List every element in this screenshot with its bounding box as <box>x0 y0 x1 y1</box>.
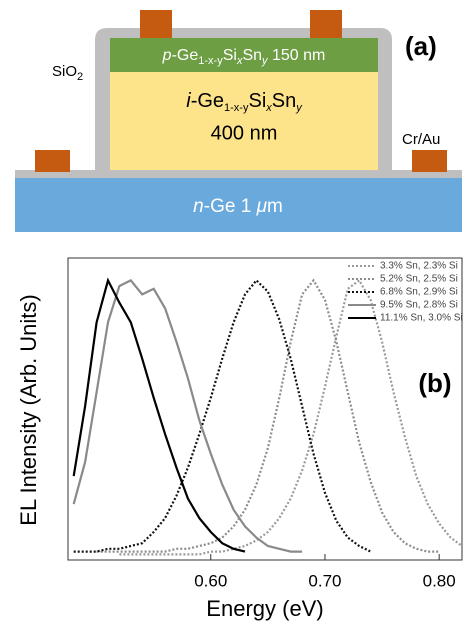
legend-label: 5.2% Sn, 2.5% Si <box>380 274 458 285</box>
series-line <box>72 277 246 553</box>
series-line <box>73 278 372 553</box>
el-chart: (b) Energy (eV) EL Intensity (Arb. Units… <box>16 257 463 621</box>
substrate-label: n-Ge 1 μm <box>193 196 283 217</box>
series-line <box>119 278 463 556</box>
series-line <box>96 278 440 553</box>
text: 150 nm <box>268 47 326 64</box>
i-layer <box>110 72 378 170</box>
text: Si <box>248 90 266 112</box>
legend-label: 9.5% Sn, 2.8% Si <box>380 300 458 311</box>
legend-label: 6.8% Sn, 2.9% Si <box>380 287 458 298</box>
panel-label: (a) <box>405 31 437 61</box>
text: μ <box>256 196 268 217</box>
text: m <box>267 196 283 217</box>
i-layer-label: i-Ge1-x-ySixSny <box>186 90 303 114</box>
plot-frame <box>67 257 463 561</box>
contact <box>35 150 70 172</box>
subscript: 1-x-y <box>198 55 223 67</box>
text: i <box>186 90 191 112</box>
x-tick-label: 0.60 <box>194 571 227 590</box>
contact-label: Cr/Au <box>402 131 440 148</box>
x-tick-label: 0.70 <box>308 571 341 590</box>
text: -Ge <box>172 47 199 64</box>
legend-label: 11.1% Sn, 3.0% Si <box>380 313 463 324</box>
y-axis-label: EL Intensity (Arb. Units) <box>16 294 41 525</box>
x-tick-label: 0.80 <box>423 571 456 590</box>
text: p <box>162 47 172 64</box>
p-layer <box>110 38 378 72</box>
subscript: x <box>236 55 243 67</box>
series-line <box>72 279 303 553</box>
legend-label: 3.3% Sn, 2.3% Si <box>380 261 458 272</box>
text: Sn <box>242 47 262 64</box>
text: -Ge 1 <box>204 196 257 217</box>
text: Sn <box>272 90 296 112</box>
text: -Ge <box>191 90 224 112</box>
oxide-label: SiO2 <box>52 63 83 83</box>
subscript: x <box>265 102 272 114</box>
contact <box>412 150 447 172</box>
x-axis-label: Energy (eV) <box>206 596 323 621</box>
p-layer-label: p-Ge1-x-ySixSny 150 nm <box>162 47 326 67</box>
i-thickness: 400 nm <box>211 122 278 144</box>
subscript: y <box>295 102 303 114</box>
subscript: y <box>261 55 269 67</box>
panel-label: (b) <box>418 368 451 398</box>
substrate <box>15 178 462 232</box>
text: Si <box>223 47 237 64</box>
subscript: 2 <box>77 71 83 83</box>
subscript: 1-x-y <box>224 102 249 114</box>
text: n <box>193 196 204 217</box>
contact <box>140 10 172 38</box>
text: SiO <box>52 63 77 80</box>
device-diagram: SiO2 (a) Cr/Au p-Ge1-x-ySixSny 150 nm i-… <box>15 10 462 232</box>
contact <box>310 10 342 38</box>
